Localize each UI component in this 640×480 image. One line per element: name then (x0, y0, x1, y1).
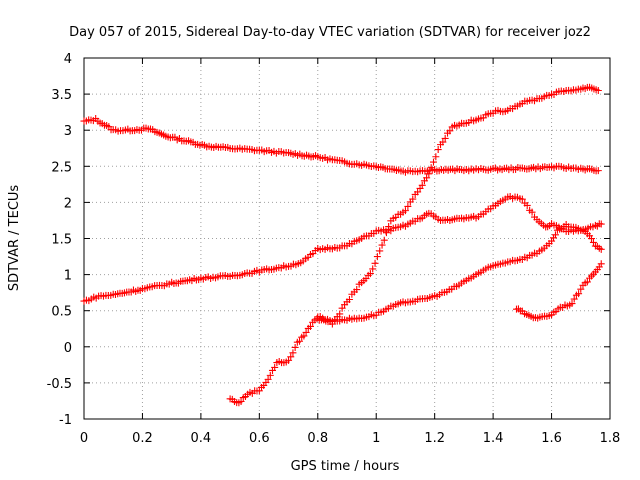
y-tick-label: 2 (64, 196, 72, 211)
x-tick-label: 0 (80, 431, 88, 446)
data-point (597, 245, 605, 253)
data-point (409, 195, 417, 203)
data-point (589, 238, 597, 246)
x-tick-label: 1 (372, 431, 380, 446)
data-point (380, 236, 388, 244)
x-tick-label: 1.6 (541, 431, 562, 446)
data-point (300, 332, 308, 340)
y-tick-label: 0 (64, 341, 72, 356)
data-point (414, 188, 422, 196)
data-point (587, 235, 595, 243)
data-point (369, 265, 377, 273)
data-point (597, 260, 605, 268)
chart-title: Day 057 of 2015, Sidereal Day-to-day VTE… (69, 25, 591, 40)
grid-lines (84, 58, 610, 419)
data-point (439, 138, 447, 146)
x-tick-label: 1.2 (424, 431, 445, 446)
x-axis-label: GPS time / hours (291, 459, 400, 474)
data-point (376, 247, 384, 255)
series-track-3 (226, 83, 602, 407)
data-point (597, 220, 605, 228)
data-point (404, 202, 412, 210)
data-point (446, 127, 454, 135)
axis-ticks: 0 0.2 0.4 0.6 0.8 1 1.2 1.4 1.6 1.8 -1 -0.5 0 0.5 1 1.5… (47, 52, 621, 446)
data-point (423, 174, 431, 182)
series-track-4 (314, 220, 605, 325)
data-point (418, 181, 426, 189)
y-axis-label: SDTVAR / TECUs (7, 185, 22, 292)
y-tick-label: 2.5 (51, 160, 72, 175)
x-tick-label: 0.2 (132, 431, 153, 446)
data-point (373, 253, 381, 261)
data-point (568, 300, 576, 308)
data-point (371, 259, 379, 267)
x-tick-label: 0.6 (249, 431, 270, 446)
x-tick-label: 1.4 (483, 431, 504, 446)
data-point (285, 356, 293, 364)
series-track-2 (80, 192, 605, 305)
data-point (401, 207, 409, 215)
data-point (594, 167, 602, 175)
data-point (385, 223, 393, 231)
y-tick-label: -0.5 (47, 377, 72, 392)
y-tick-label: 3 (64, 124, 72, 139)
data-point (296, 337, 304, 345)
data-point (575, 290, 583, 298)
data-point (266, 371, 274, 379)
x-tick-label: 1.8 (600, 431, 621, 446)
data-point (237, 398, 245, 406)
data-point (523, 201, 531, 209)
data-point (429, 158, 437, 166)
y-tick-label: 0.5 (51, 305, 72, 320)
data-point (302, 328, 310, 336)
y-tick-label: 4 (64, 52, 72, 67)
data-point (378, 241, 386, 249)
data-point (264, 375, 272, 383)
data-point (551, 231, 559, 239)
data-point (287, 353, 295, 361)
data-point (434, 146, 442, 154)
data-point (441, 134, 449, 142)
series-track-1 (80, 115, 602, 176)
data-point (528, 208, 536, 216)
data-point (289, 349, 297, 357)
series-track-5 (512, 260, 605, 322)
x-tick-label: 0.8 (307, 431, 328, 446)
x-tick-label: 0.4 (191, 431, 212, 446)
data-points (80, 83, 605, 407)
data-point (432, 153, 440, 161)
data-point (345, 296, 353, 304)
data-point (353, 286, 361, 294)
data-point (577, 285, 585, 293)
data-point (271, 363, 279, 371)
data-point (366, 270, 374, 278)
data-point (291, 343, 299, 351)
y-tick-label: -1 (59, 413, 72, 428)
y-tick-label: 1.5 (51, 233, 72, 248)
data-point (570, 295, 578, 303)
data-point (382, 229, 390, 237)
y-tick-label: 3.5 (51, 88, 72, 103)
data-point (336, 310, 344, 318)
data-point (583, 278, 591, 286)
data-point (425, 170, 433, 178)
data-point (427, 164, 435, 172)
data-point (594, 86, 602, 94)
data-point (306, 322, 314, 330)
data-point (518, 195, 526, 203)
y-tick-label: 1 (64, 269, 72, 284)
